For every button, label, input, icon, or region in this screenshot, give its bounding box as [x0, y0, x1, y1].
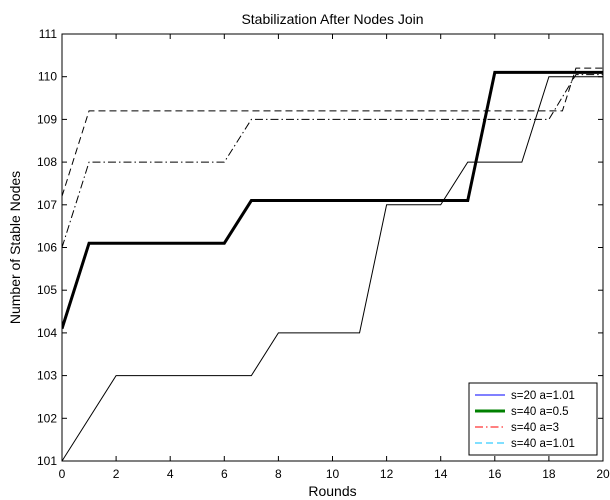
y-tick-label: 103 [37, 369, 57, 383]
x-tick-label: 6 [221, 467, 228, 481]
series-layer [62, 67, 603, 461]
x-tick-label: 18 [542, 467, 556, 481]
x-tick-label: 0 [59, 467, 66, 481]
legend-label: s=40 a=3 [511, 422, 559, 434]
y-tick-label: 104 [37, 326, 57, 340]
y-axis: 101 102 103 104 105 106 107 108 109 110 111 [37, 27, 603, 468]
x-tick-label: 12 [380, 467, 394, 481]
y-tick-label: 109 [37, 112, 57, 126]
series-line-2 [62, 70, 603, 330]
x-tick-label: 8 [275, 467, 282, 481]
legend: s=20 a=1.01 s=40 a=0.5 s=40 a=3 s=40 a=1.01 [468, 382, 598, 456]
legend-label: s=40 a=0.5 [511, 406, 569, 418]
x-tick-label: 2 [113, 467, 120, 481]
x-tick-label: 20 [596, 467, 610, 481]
y-axis-title: Number of Stable Nodes [7, 171, 23, 324]
series-line-3 [62, 74, 603, 248]
chart-title: Stabilization After Nodes Join [241, 11, 423, 27]
x-tick-label: 16 [488, 467, 502, 481]
y-tick-label: 108 [37, 155, 57, 169]
x-axis-title: Rounds [308, 483, 356, 499]
y-tick-label: 106 [37, 241, 57, 255]
y-tick-label: 105 [37, 283, 57, 297]
x-tick-label: 10 [326, 467, 340, 481]
y-tick-label: 107 [37, 198, 57, 212]
series-line-4 [62, 67, 603, 197]
y-tick-label: 102 [37, 411, 57, 425]
x-tick-label: 4 [167, 467, 174, 481]
x-tick-label: 14 [434, 467, 448, 481]
y-tick-label: 110 [38, 70, 57, 84]
y-tick-label: 111 [39, 27, 58, 41]
legend-label: s=20 a=1.01 [511, 390, 575, 402]
y-tick-label: 101 [37, 454, 57, 468]
legend-label: s=40 a=1.01 [511, 438, 575, 450]
x-axis: 0 2 4 6 8 10 12 14 16 18 20 [59, 34, 610, 481]
series-line-1 [62, 76, 603, 461]
